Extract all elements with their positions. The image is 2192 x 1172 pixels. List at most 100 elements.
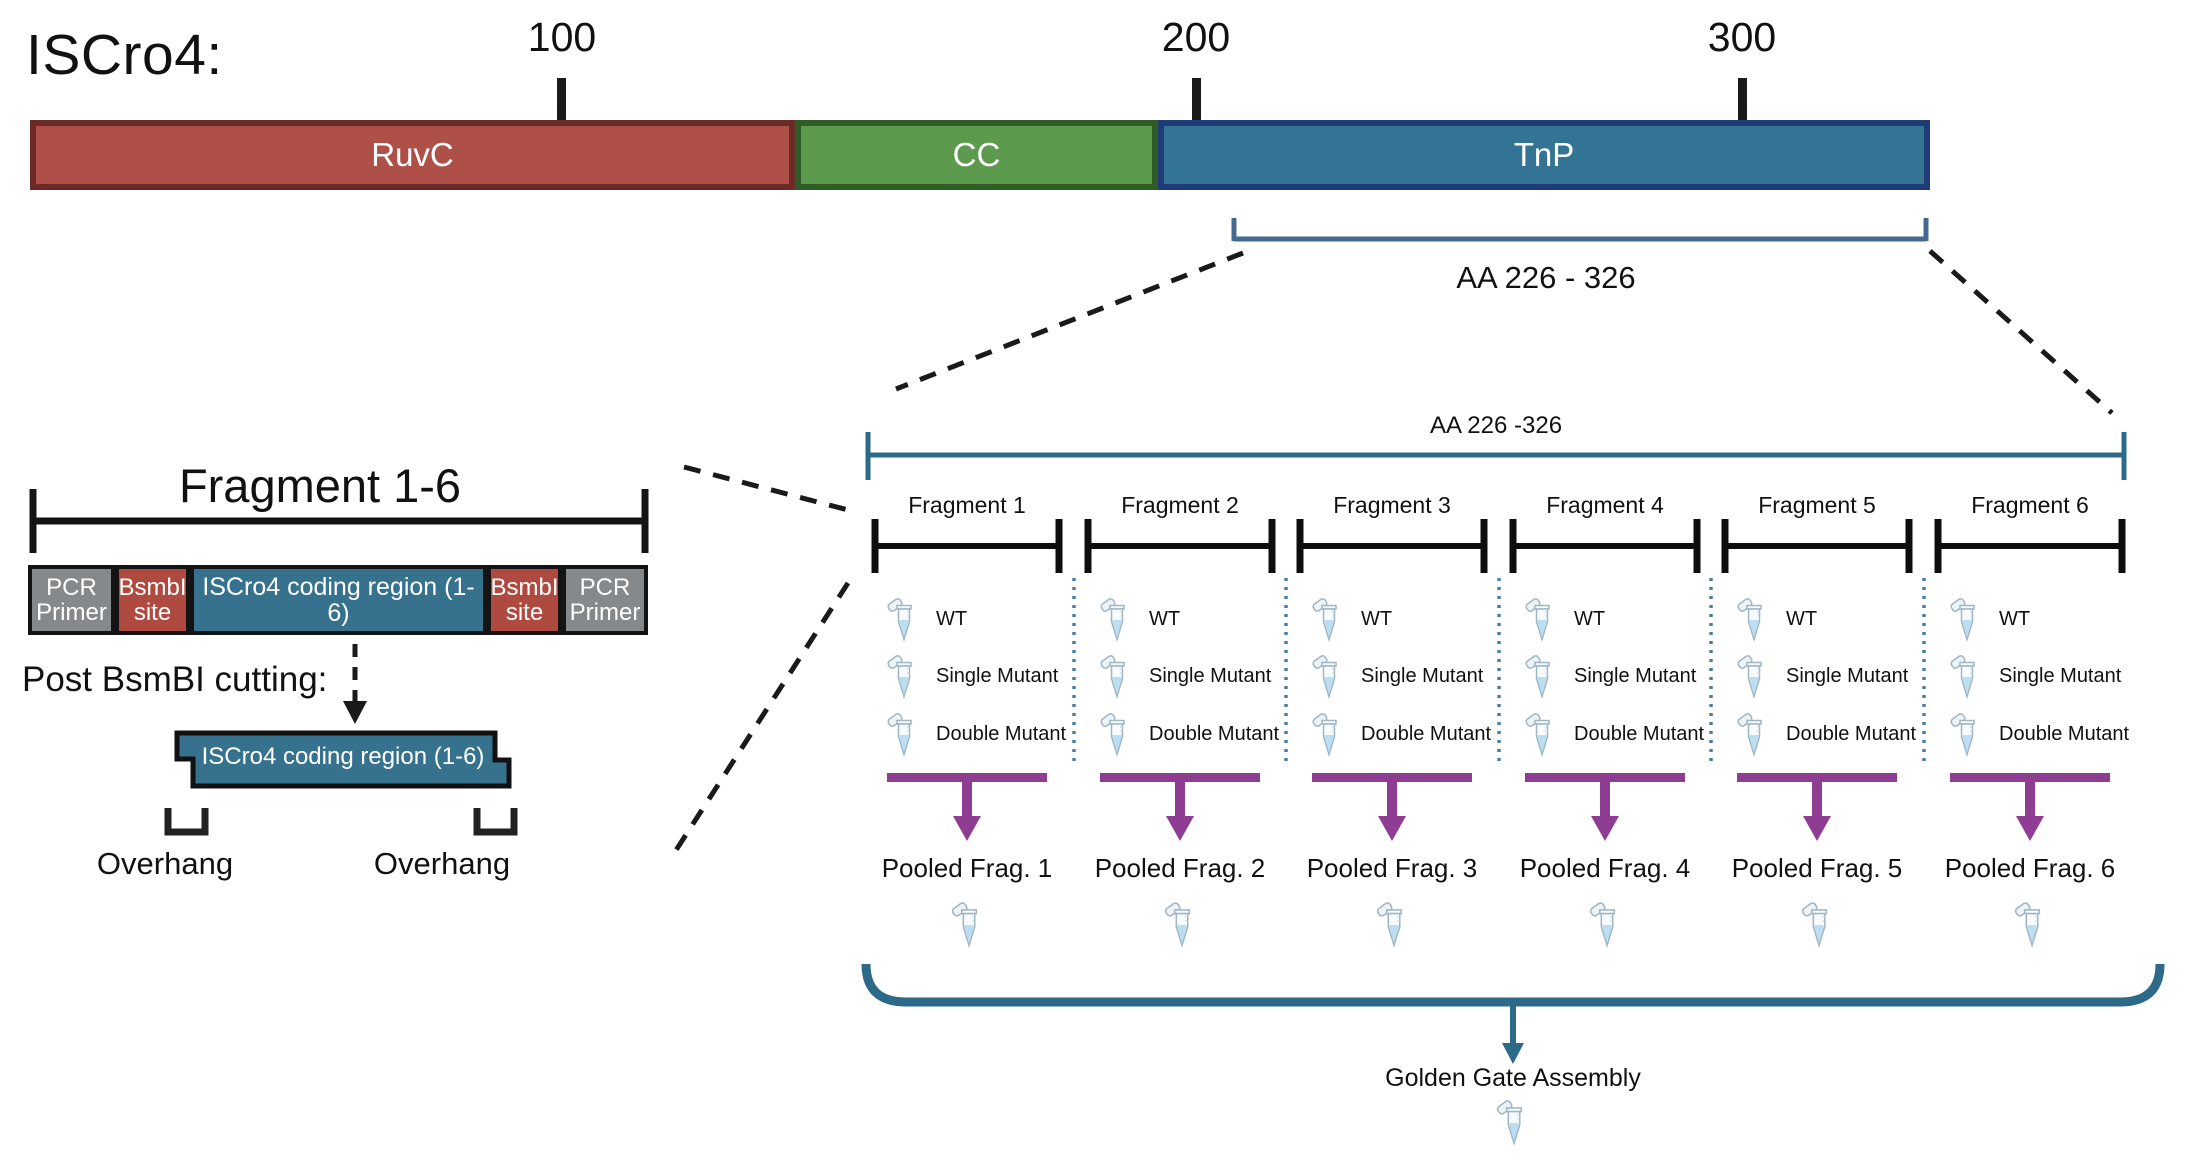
- panel-aa-region-label: AA 226 -326: [1429, 412, 1563, 439]
- domain-tnp: TnP: [1158, 120, 1930, 190]
- segment-text: BsmbI: [118, 573, 187, 601]
- tube-icon: [1949, 709, 1983, 759]
- tube-row: Double Mutant: [886, 709, 1066, 759]
- overhang-label-left: Overhang: [96, 846, 234, 881]
- pooled-tube-icon: [1163, 898, 1199, 950]
- aa-region-bracket-top: [1231, 218, 1929, 242]
- tube-row-label: Double Mutant: [936, 722, 1067, 745]
- tube-row-label: Double Mutant: [1361, 722, 1492, 745]
- segment-text: Primer: [36, 599, 107, 626]
- tube-icon: [1311, 709, 1345, 759]
- overhang-marker-right: [473, 808, 518, 836]
- tube-row: Double Mutant: [1099, 709, 1279, 759]
- tube-icon: [1736, 709, 1770, 759]
- segment-bsmbi-site-left: BsmbI site: [115, 565, 190, 635]
- aa-region-label-top: AA 226 - 326: [1456, 260, 1636, 295]
- tube-icon: [1099, 709, 1133, 759]
- pooled-tube-icon: [1588, 898, 1624, 950]
- tube-row-label: Double Mutant: [1786, 722, 1917, 745]
- domain-tnp-label: TnP: [1513, 136, 1575, 173]
- protein-name-label: ISCro4:: [26, 23, 223, 87]
- tube-icon: [1311, 594, 1345, 644]
- pooled-tube-icon: [1800, 898, 1836, 950]
- overhang-markers: [164, 808, 518, 836]
- segment-text: PCR: [46, 573, 97, 601]
- tube-row: WT: [1949, 594, 2030, 644]
- tube-row: WT: [1099, 594, 1180, 644]
- position-label-300: 300: [1707, 14, 1777, 60]
- tube-row: Single Mutant: [1736, 651, 1908, 701]
- fragment-axes: [871, 519, 2126, 573]
- tube-row-label: Double Mutant: [1149, 722, 1280, 745]
- segment-text: site: [505, 599, 544, 626]
- pooled-frag-1-label: Pooled Frag. 1: [881, 853, 1053, 883]
- cut-fragment-label: ISCro4 coding region (1-6): [201, 743, 485, 770]
- expansion-dashed-lines: [668, 249, 2114, 860]
- fragment-5-label: Fragment 5: [1758, 492, 1876, 518]
- tube-row-label: WT: [1149, 607, 1181, 630]
- pooled-frag-6-label: Pooled Frag. 6: [1944, 853, 2116, 883]
- pooled-frag-5-label: Pooled Frag. 5: [1731, 853, 1903, 883]
- tube-icon: [1311, 651, 1345, 701]
- assembly-tube-icon: [1495, 1096, 1531, 1148]
- tube-row: Single Mutant: [1311, 651, 1483, 701]
- tube-row-label: Double Mutant: [1574, 722, 1705, 745]
- tube-row-label: WT: [936, 607, 968, 630]
- tube-row: Single Mutant: [1524, 651, 1696, 701]
- tube-row-label: Single Mutant: [1149, 664, 1272, 687]
- cutting-arrow: [343, 644, 367, 724]
- pooling-arrows: [887, 773, 2110, 841]
- domain-cc-label: CC: [952, 136, 1001, 173]
- tube-row-label: Single Mutant: [1361, 664, 1484, 687]
- tube-row-label: Single Mutant: [936, 664, 1059, 687]
- position-tick-marks: [557, 78, 1747, 120]
- fragment-3-label: Fragment 3: [1333, 492, 1451, 518]
- position-label-200: 200: [1161, 14, 1231, 60]
- tube-row-label: Single Mutant: [1786, 664, 1909, 687]
- tube-row-label: WT: [1786, 607, 1818, 630]
- fragment-1-label: Fragment 1: [908, 492, 1026, 518]
- tube-icon: [1099, 651, 1133, 701]
- tube-icon: [886, 651, 920, 701]
- pooled-frag-4-label: Pooled Frag. 4: [1519, 853, 1691, 883]
- tube-row-label: WT: [1361, 607, 1393, 630]
- dashed-line-right-of-bracket: [1928, 249, 2114, 415]
- tube-icon: [1524, 651, 1558, 701]
- tube-row-label: WT: [1999, 607, 2031, 630]
- assembly-bracket: [861, 963, 2165, 1064]
- tube-row-label: Double Mutant: [1999, 722, 2130, 745]
- dashed-line-construct-to-panel-bottom: [668, 581, 851, 860]
- tube-icon: [886, 594, 920, 644]
- pooled-tube-icon: [1375, 898, 1411, 950]
- tube-row-label: Single Mutant: [1574, 664, 1697, 687]
- tube-row: Double Mutant: [1949, 709, 2129, 759]
- pooled-tube-icon: [2013, 898, 2049, 950]
- position-label-100: 100: [527, 14, 597, 60]
- segment-text: ISCro4 coding region (1-6): [202, 572, 475, 627]
- tube-row: Single Mutant: [1099, 651, 1271, 701]
- tube-row-label: Single Mutant: [1999, 664, 2122, 687]
- tube-row: Double Mutant: [1311, 709, 1491, 759]
- domain-ruvc: RuvC: [30, 120, 795, 190]
- tube-row: Single Mutant: [1949, 651, 2121, 701]
- domain-ruvc-label: RuvC: [371, 136, 454, 173]
- tube-icon: [1736, 594, 1770, 644]
- tube-row: WT: [1524, 594, 1605, 644]
- tube-row: Double Mutant: [1524, 709, 1704, 759]
- tube-icon: [886, 709, 920, 759]
- tube-row: Single Mutant: [886, 651, 1058, 701]
- tube-icon: [1736, 651, 1770, 701]
- assembly-label: Golden Gate Assembly: [1385, 1064, 1641, 1092]
- dashed-line-construct-to-panel-top: [683, 464, 849, 513]
- post-cut-heading: Post BsmBI cutting:: [22, 660, 328, 699]
- tube-row: Double Mutant: [1736, 709, 1916, 759]
- overhang-label-right: Overhang: [373, 846, 511, 881]
- segment-pcr-primer-right: PCR Primer: [562, 565, 648, 635]
- segment-bsmbi-site-right: BsmbI site: [487, 565, 562, 635]
- tube-row: WT: [1736, 594, 1817, 644]
- construct-title: Fragment 1-6: [178, 459, 462, 512]
- segment-coding-region: ISCro4 coding region (1-6): [190, 565, 487, 635]
- segment-text: PCR: [579, 573, 631, 601]
- segment-text: BsmbI: [490, 573, 559, 601]
